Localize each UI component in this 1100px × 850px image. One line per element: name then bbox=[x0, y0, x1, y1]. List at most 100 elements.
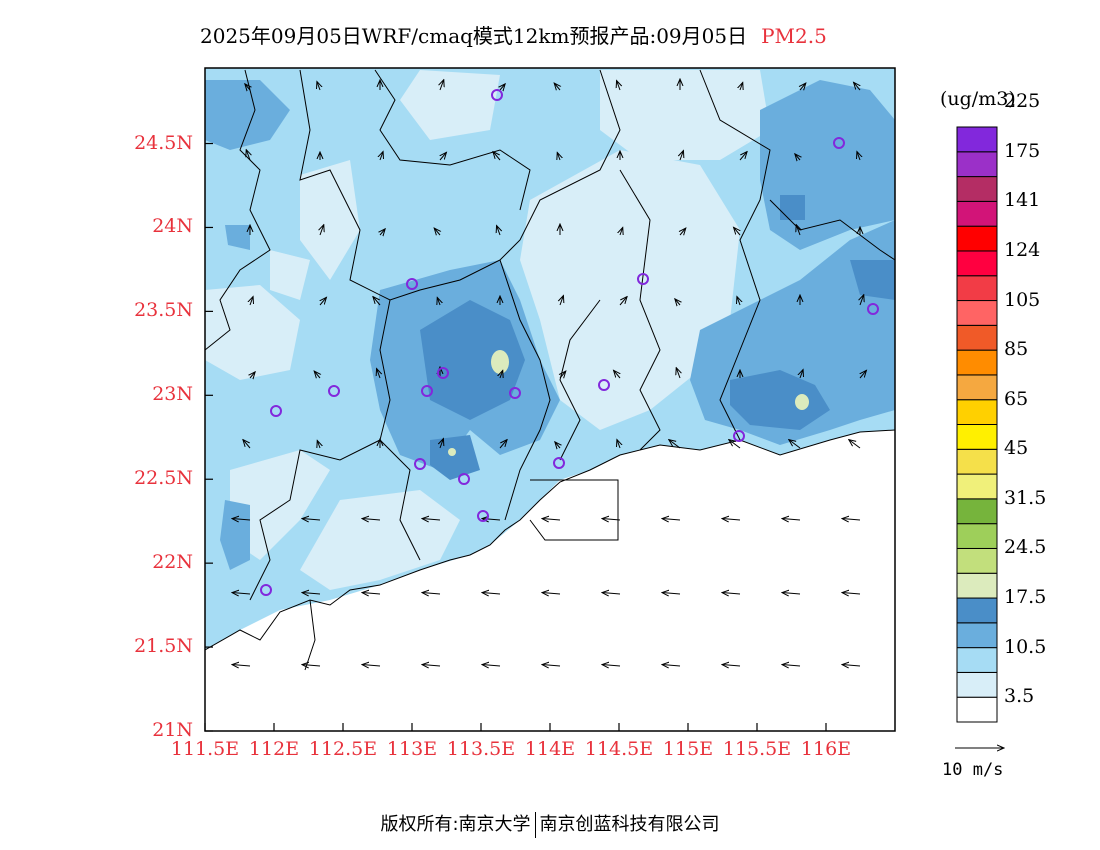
copyright-footer: 版权所有:南京大学 南京创蓝科技有限公司 bbox=[0, 810, 1100, 838]
colorbar-swatch bbox=[956, 622, 998, 649]
wind-arrow bbox=[320, 225, 324, 236]
wind-arrow bbox=[860, 370, 866, 379]
axis-ticks bbox=[204, 142, 827, 732]
station-marker bbox=[867, 303, 879, 315]
footer-right: 南京创蓝科技有限公司 bbox=[539, 814, 720, 835]
wind-arrow bbox=[246, 150, 250, 161]
wind-arrow bbox=[619, 297, 627, 306]
wind-arrow bbox=[440, 80, 444, 91]
station-marker bbox=[270, 405, 282, 417]
colorbar-label: 225 bbox=[1004, 90, 1041, 113]
wind-arrow bbox=[854, 82, 860, 91]
colorbar bbox=[956, 126, 998, 723]
wind-arrow bbox=[377, 369, 380, 379]
title-text: 2025年09月05日WRF/cmaq模式12km预报产品:09月05日 bbox=[200, 24, 748, 48]
colorbar-label: 17.5 bbox=[1004, 586, 1047, 609]
colorbar-swatch bbox=[956, 547, 998, 574]
lat-label: 21N bbox=[152, 719, 193, 741]
wind-arrow bbox=[800, 370, 803, 379]
colorbar-swatch bbox=[956, 126, 998, 153]
monitoring-stations bbox=[260, 89, 879, 596]
lon-label: 111.5E bbox=[170, 738, 240, 760]
wind-arrow bbox=[380, 152, 383, 161]
station-marker bbox=[260, 584, 272, 596]
wind-arrow bbox=[232, 519, 251, 520]
wind-arrow bbox=[617, 81, 620, 91]
wind-arrow bbox=[497, 226, 500, 236]
colorbar-swatch bbox=[956, 498, 998, 525]
wind-arrow bbox=[560, 296, 563, 306]
wind-arrow bbox=[250, 372, 255, 378]
wind-arrow bbox=[662, 519, 681, 520]
lat-label: 24.5N bbox=[134, 131, 193, 154]
wind-arrow bbox=[722, 593, 741, 594]
colorbar-swatch bbox=[956, 151, 998, 178]
colorbar-label: 10.5 bbox=[1004, 635, 1047, 658]
wind-arrow bbox=[422, 519, 441, 520]
wind-arrow bbox=[554, 83, 560, 90]
wind-arrow bbox=[555, 442, 560, 448]
colorbar-swatch bbox=[956, 176, 998, 202]
wind-arrow bbox=[796, 225, 800, 236]
footer-left: 版权所有:南京大学 bbox=[380, 814, 531, 835]
map-title: 2025年09月05日WRF/cmaq模式12km预报产品:09月05日 PM2.… bbox=[200, 20, 827, 49]
lon-label: 115E bbox=[662, 738, 714, 760]
wind-arrow bbox=[422, 593, 441, 594]
wind-arrow bbox=[542, 665, 561, 666]
station-marker bbox=[328, 385, 340, 397]
colorbar-unit: (ug/m3) bbox=[940, 88, 1016, 110]
lon-label: 113E bbox=[386, 738, 438, 760]
wind-vectors bbox=[232, 79, 866, 666]
colorbar-swatch bbox=[956, 349, 998, 376]
wind-arrow bbox=[362, 519, 381, 520]
lat-label: 22.5N bbox=[134, 467, 193, 490]
lat-label: 23N bbox=[152, 383, 193, 406]
colorbar-swatch bbox=[956, 696, 998, 723]
wind-arrow bbox=[493, 152, 501, 161]
lat-label: 24N bbox=[152, 215, 193, 238]
wind-arrow bbox=[243, 440, 251, 449]
colorbar-swatch bbox=[956, 572, 998, 599]
wind-arrow bbox=[362, 593, 381, 594]
wind-arrow bbox=[542, 593, 561, 594]
wind-arrow bbox=[602, 519, 621, 520]
wind-arrow bbox=[842, 665, 861, 666]
lat-label: 23.5N bbox=[134, 299, 193, 322]
station-marker bbox=[477, 510, 489, 522]
wind-arrow bbox=[302, 593, 321, 594]
wind-arrow bbox=[782, 593, 801, 594]
lon-label: 114E bbox=[524, 738, 576, 760]
wind-arrow bbox=[302, 665, 321, 666]
wind-arrow bbox=[740, 82, 743, 91]
colorbar-swatch bbox=[956, 597, 998, 624]
wind-arrow bbox=[245, 84, 250, 90]
wind-arrow bbox=[232, 593, 251, 594]
pollutant-label: PM2.5 bbox=[761, 24, 827, 48]
wind-arrow bbox=[437, 297, 440, 306]
wind-arrow bbox=[729, 440, 741, 449]
wind-arrow bbox=[602, 593, 621, 594]
colorbar-label: 124 bbox=[1004, 238, 1041, 261]
wind-arrow bbox=[734, 227, 740, 236]
wind-arrow bbox=[782, 665, 801, 666]
colorbar-swatch bbox=[956, 300, 998, 326]
wind-arrow bbox=[482, 519, 501, 520]
wind-arrow bbox=[680, 151, 683, 161]
wind-arrow bbox=[669, 440, 681, 449]
colorbar-label: 175 bbox=[1004, 139, 1041, 162]
colorbar-label: 31.5 bbox=[1004, 486, 1047, 509]
wind-arrow bbox=[250, 297, 253, 306]
wind-arrow bbox=[662, 665, 681, 666]
wind-arrow bbox=[542, 519, 561, 520]
wind-arrow bbox=[620, 227, 623, 236]
wind-arrow bbox=[662, 593, 681, 594]
station-marker bbox=[833, 137, 845, 149]
wind-arrow bbox=[860, 295, 864, 306]
lat-label: 22N bbox=[152, 551, 193, 574]
wind-arrow bbox=[320, 297, 326, 306]
wind-reference-label: 10 m/s bbox=[942, 760, 1004, 780]
wind-arrow bbox=[614, 370, 620, 379]
station-marker bbox=[458, 473, 470, 485]
colorbar-swatch bbox=[956, 448, 998, 475]
wind-arrow bbox=[362, 665, 381, 666]
